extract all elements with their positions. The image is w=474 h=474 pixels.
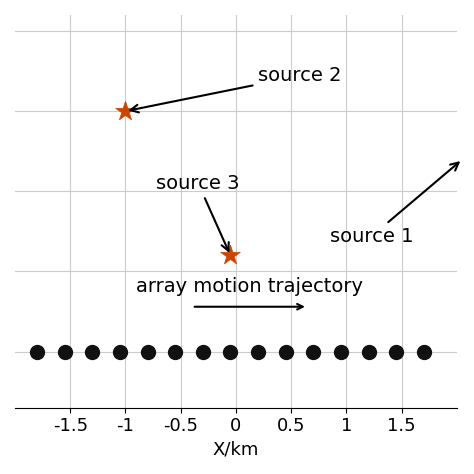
Point (33, 348, 41, 356)
Point (337, 348, 345, 356)
Point (116, 348, 124, 356)
Point (172, 348, 179, 356)
Point (61, 348, 69, 356)
Text: source 2: source 2 (130, 66, 342, 112)
Point (122, 108, 129, 115)
Point (227, 348, 234, 356)
Point (199, 348, 207, 356)
Text: array motion trajectory: array motion trajectory (137, 276, 363, 295)
Point (310, 348, 317, 356)
X-axis label: X/km: X/km (213, 441, 259, 459)
Point (144, 348, 151, 356)
Text: source 1: source 1 (330, 163, 458, 246)
Point (392, 348, 400, 356)
Point (420, 348, 428, 356)
Text: source 3: source 3 (156, 174, 240, 251)
Point (254, 348, 262, 356)
Point (89, 348, 96, 356)
Point (227, 252, 234, 259)
Point (282, 348, 290, 356)
Point (365, 348, 373, 356)
